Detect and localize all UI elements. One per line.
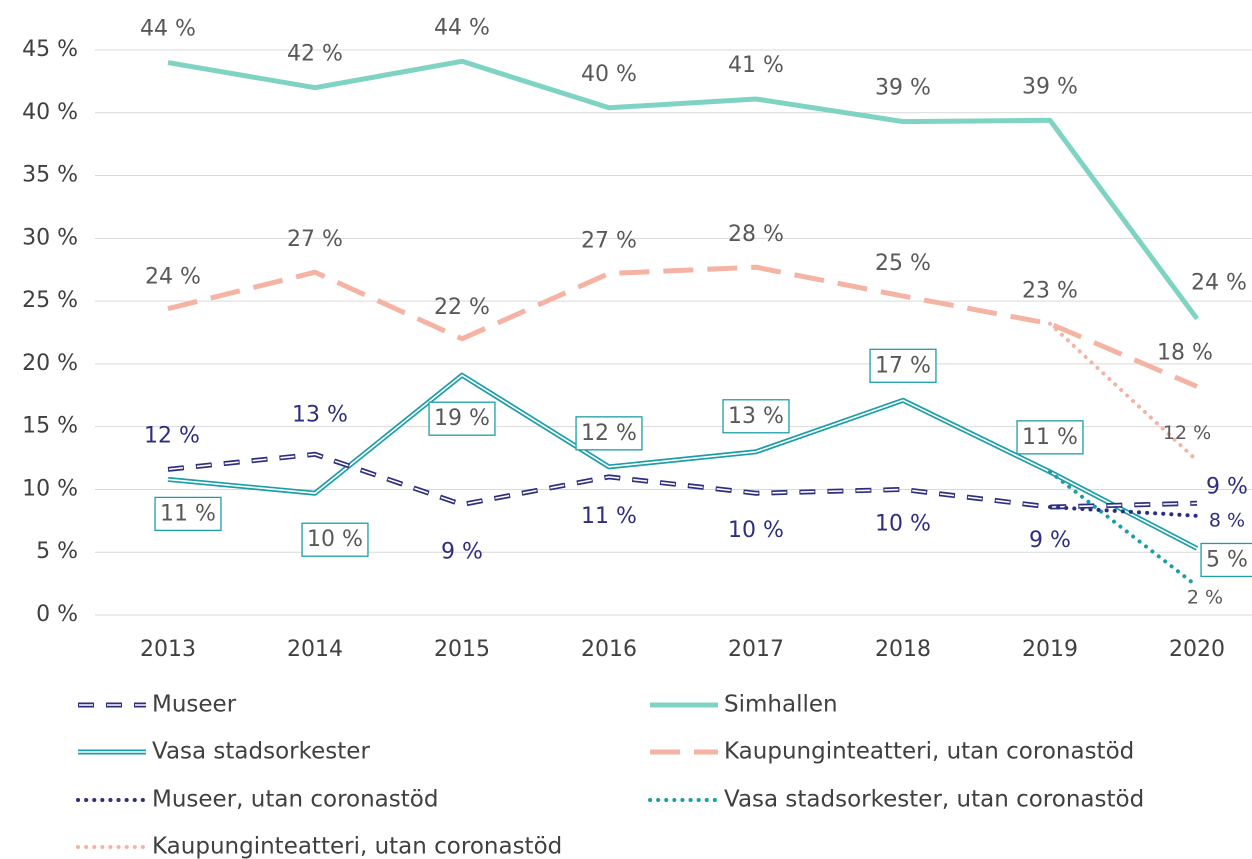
data-label: 12 % xyxy=(1163,422,1211,444)
data-label: 13 % xyxy=(292,402,348,427)
data-label: 24 % xyxy=(1191,271,1247,296)
data-label: 12 % xyxy=(144,423,200,448)
data-label-box xyxy=(428,401,496,436)
data-label: 5 % xyxy=(1206,547,1248,572)
y-tick-label: 35 % xyxy=(22,163,78,188)
data-label-box xyxy=(154,496,222,532)
data-label: 8 % xyxy=(1209,509,1245,531)
legend-label: Museer, utan coronastöd xyxy=(152,787,438,813)
data-label: 11 % xyxy=(160,501,216,526)
data-label: 27 % xyxy=(287,227,343,252)
data-label: 40 % xyxy=(581,62,637,87)
x-tick-label: 2019 xyxy=(1022,637,1078,662)
data-label: 44 % xyxy=(434,15,490,40)
series xyxy=(167,451,1198,510)
series xyxy=(1048,321,1199,463)
data-label: 12 % xyxy=(581,421,637,446)
y-tick-label: 25 % xyxy=(22,288,78,313)
data-label: 22 % xyxy=(434,295,490,320)
series xyxy=(1048,505,1199,518)
data-label: 17 % xyxy=(875,353,931,378)
data-label: 27 % xyxy=(581,228,637,253)
y-tick-label: 5 % xyxy=(36,539,78,564)
data-label: 41 % xyxy=(728,53,784,78)
legend-label: Museer xyxy=(152,692,237,718)
data-label: 11 % xyxy=(581,504,637,529)
data-label: 9 % xyxy=(441,540,483,565)
data-label: 19 % xyxy=(434,406,490,431)
data-label: 11 % xyxy=(1022,425,1078,450)
y-tick-label: 45 % xyxy=(22,37,78,62)
x-tick-label: 2018 xyxy=(875,637,931,662)
data-label: 44 % xyxy=(140,17,196,42)
series xyxy=(167,264,1198,389)
legend-item: Vasa stadsorkester, utan coronastöd xyxy=(648,787,1144,813)
x-tick-label: 2020 xyxy=(1169,637,1225,662)
y-tick-label: 30 % xyxy=(22,225,78,250)
legend-item: Kaupunginteatteri, utan coronastöd xyxy=(76,834,562,859)
x-tick-label: 2016 xyxy=(581,637,637,662)
data-label: 13 % xyxy=(728,404,784,429)
data-label: 2 % xyxy=(1187,587,1223,609)
series-line xyxy=(167,58,1200,321)
series-line xyxy=(1048,469,1199,589)
series-line xyxy=(167,372,1199,551)
data-label: 28 % xyxy=(728,222,784,247)
data-label: 10 % xyxy=(728,518,784,543)
legend-label: Simhallen xyxy=(724,692,838,718)
series-line xyxy=(167,264,1198,389)
data-label: 9 % xyxy=(1206,474,1248,499)
data-label-box xyxy=(1200,542,1252,578)
data-label-box xyxy=(301,522,369,557)
data-label-box xyxy=(722,399,790,434)
series-line xyxy=(167,453,1198,508)
data-label-box xyxy=(1016,420,1084,455)
data-label: 10 % xyxy=(307,527,363,552)
x-tick-label: 2015 xyxy=(434,637,490,662)
series-line xyxy=(1048,505,1199,518)
series xyxy=(167,58,1200,321)
data-label: 9 % xyxy=(1029,528,1071,553)
series-line xyxy=(167,451,1198,510)
x-tick-label: 2013 xyxy=(140,637,196,662)
data-label: 42 % xyxy=(287,42,343,67)
legend-label: Vasa stadsorkester, utan coronastöd xyxy=(724,787,1144,813)
y-tick-label: 15 % xyxy=(22,414,78,439)
data-label: 39 % xyxy=(1022,74,1078,99)
legend-item: Simhallen xyxy=(650,692,838,718)
legend-label: Kaupunginteatteri, utan coronastöd xyxy=(152,834,562,859)
legend-label: Vasa stadsorkester xyxy=(152,739,370,765)
x-tick-label: 2014 xyxy=(287,637,343,662)
data-label: 10 % xyxy=(875,511,931,536)
legend-label: Kaupunginteatteri, utan coronastöd xyxy=(724,739,1134,765)
data-label-box xyxy=(869,348,937,383)
data-label: 24 % xyxy=(145,265,201,290)
legend-item: Museer xyxy=(78,692,237,718)
series xyxy=(1048,469,1199,589)
legend-item: Kaupunginteatteri, utan coronastöd xyxy=(650,739,1134,765)
data-label: 25 % xyxy=(875,251,931,276)
series-line xyxy=(1048,321,1199,463)
y-tick-label: 20 % xyxy=(22,351,78,376)
series-line xyxy=(167,374,1198,550)
y-tick-label: 40 % xyxy=(22,100,78,125)
legend-item: Museer, utan coronastöd xyxy=(76,787,438,813)
x-tick-label: 2017 xyxy=(728,637,784,662)
y-tick-label: 0 % xyxy=(36,602,78,627)
data-label: 23 % xyxy=(1022,279,1078,304)
legend-item: Vasa stadsorkester xyxy=(78,739,370,765)
data-label: 18 % xyxy=(1157,340,1213,365)
y-tick-label: 10 % xyxy=(22,476,78,501)
series xyxy=(167,372,1199,551)
data-label: 39 % xyxy=(875,76,931,101)
data-label-box xyxy=(575,416,643,451)
